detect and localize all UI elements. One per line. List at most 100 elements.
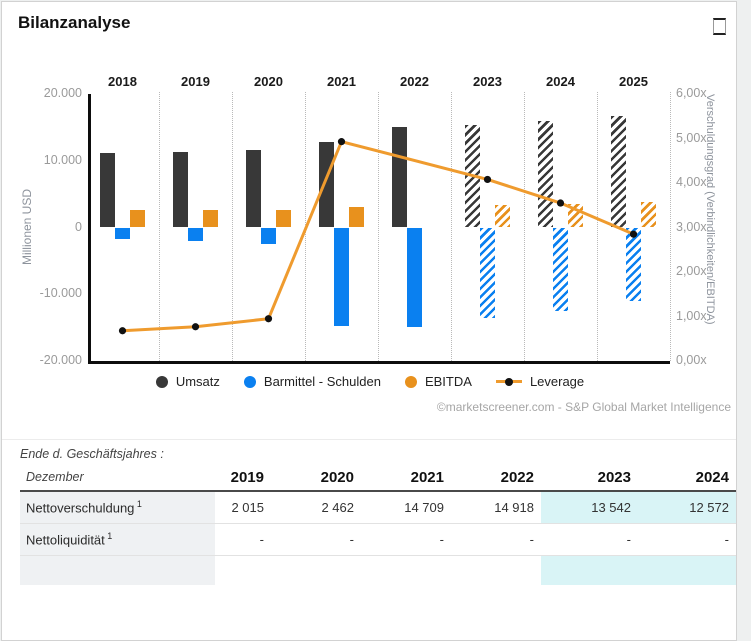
row-label-nettoliquidität: Nettoliquidität 1 [20, 523, 215, 556]
grid-line-6 [524, 92, 525, 361]
bar-ebitda-2025[interactable] [641, 202, 656, 228]
bar-barmittel-schulden-2018[interactable] [115, 227, 130, 239]
legend-item-ebitda[interactable]: EBITDA [404, 374, 472, 389]
left-axis-tick-4: -20.000 [39, 353, 82, 367]
bottom-axis-line [88, 361, 670, 364]
bar-ebitda-2020[interactable] [276, 209, 291, 228]
table-year-header-2021: 2021 [361, 464, 451, 492]
right-axis-tick-6: 0,00x [676, 353, 707, 367]
bar-ebitda-2019[interactable] [203, 209, 218, 228]
bar-barmittel-schulden-2019[interactable] [188, 227, 203, 241]
leverage-point-2024[interactable] [556, 199, 565, 207]
leverage-line-layer [118, 138, 638, 335]
table-row-nettoliquidität: Nettoliquidität 1------ [20, 523, 736, 556]
table-cell-nettoverschuldung-2022: 14 918 [451, 491, 541, 524]
balance-analysis-card: Bilanzanalyse Millionen USD Verschuldung… [1, 1, 737, 641]
balance-chart: Millionen USD Verschuldungsgrad (Verbind… [2, 2, 738, 439]
table-header-row: Dezember 2019 2020 2021 2022 2023 2024 [20, 464, 736, 492]
grid-line-1 [159, 92, 160, 361]
chart-year-label-2021: 2021 [327, 74, 356, 89]
expand-icon[interactable] [713, 18, 726, 35]
table-cell-nettoliquidität-2024: - [638, 523, 736, 556]
leverage-line [122, 139, 635, 333]
bar-barmittel-schulden-2025[interactable] [626, 227, 641, 301]
leverage-point-2019[interactable] [191, 323, 200, 331]
grid-line-2 [232, 92, 233, 361]
legend-item-leverage[interactable]: Leverage [495, 374, 585, 389]
legend-swatch-barmittel-schulden [243, 375, 256, 388]
legend-swatch-umsatz [155, 375, 168, 388]
grid-line-4 [378, 92, 379, 361]
table-cell-nettoverschuldung-2024: 12 572 [638, 491, 736, 524]
table-cell-nettoliquidität-2022: - [451, 523, 541, 556]
row-label-partial [20, 555, 215, 585]
table-cell-nettoliquidität-2019: - [215, 523, 271, 556]
table-cell-nettoverschuldung-2020: 2 462 [271, 491, 361, 524]
financials-table: Dezember 2019 2020 2021 2022 2023 2024 Nettover… [20, 464, 736, 585]
table-year-header-2023: 2023 [541, 464, 638, 492]
chart-year-label-2023: 2023 [473, 74, 502, 89]
table-year-header-2024: 2024 [638, 464, 736, 492]
table-year-header-2022: 2022 [451, 464, 541, 492]
grid-line-8 [670, 92, 671, 361]
leverage-point-2020[interactable] [264, 315, 273, 323]
bar-barmittel-schulden-2023[interactable] [480, 227, 495, 318]
table-cell-partial-2019 [215, 555, 271, 585]
fiscal-year-note: Ende d. Geschäftsjahres : [20, 447, 164, 461]
right-axis-tick-3: 3,00x [676, 219, 707, 234]
bar-umsatz-2019[interactable] [173, 151, 188, 228]
bar-ebitda-2023[interactable] [495, 205, 510, 228]
bar-ebitda-2018[interactable] [130, 210, 145, 228]
bar-barmittel-schulden-2021[interactable] [334, 227, 349, 326]
right-axis-tick-0: 6,00x [676, 86, 707, 100]
bar-umsatz-2022[interactable] [392, 127, 407, 228]
bar-umsatz-2021[interactable] [319, 142, 334, 228]
left-axis-tick-2: 0 [75, 219, 82, 234]
bar-ebitda-2021[interactable] [349, 207, 364, 228]
chart-year-label-2025: 2025 [619, 74, 648, 89]
bar-umsatz-2018[interactable] [100, 152, 115, 228]
section-divider [2, 439, 736, 440]
chart-legend: Umsatz Barmittel - Schulden EBITDA Leverage [2, 374, 738, 389]
leverage-point-2018[interactable] [118, 327, 127, 335]
right-axis-tick-1: 5,00x [676, 130, 707, 145]
leverage-point-2025[interactable] [629, 230, 638, 238]
bar-umsatz-2020[interactable] [246, 149, 261, 228]
table-row-partial [20, 555, 736, 585]
chart-year-label-2020: 2020 [254, 74, 283, 89]
table-year-header-2020: 2020 [271, 464, 361, 492]
right-axis-title: Verschuldungsgrad (Verbindlichkeiten/EBI… [704, 94, 716, 325]
footnote-marker: 1 [104, 530, 113, 541]
leverage-point-2021[interactable] [337, 138, 346, 146]
chart-year-label-2024: 2024 [546, 74, 575, 89]
legend-item-umsatz[interactable]: Umsatz [155, 374, 220, 389]
table-cell-nettoverschuldung-2019: 2 015 [215, 491, 271, 524]
bar-umsatz-2025[interactable] [611, 116, 626, 228]
table-cell-partial-2022 [451, 555, 541, 585]
chart-year-label-2019: 2019 [181, 74, 210, 89]
table-cell-nettoverschuldung-2021: 14 709 [361, 491, 451, 524]
bar-barmittel-schulden-2024[interactable] [553, 227, 568, 312]
grid-line-7 [597, 92, 598, 361]
attribution-text: ©marketscreener.com - S&P Global Market … [436, 400, 731, 414]
chart-year-label-2018: 2018 [108, 74, 137, 89]
legend-line-icon [495, 377, 522, 386]
legend-item-barmittel-schulden[interactable]: Barmittel - Schulden [243, 374, 381, 389]
table-cell-partial-2021 [361, 555, 451, 585]
bar-barmittel-schulden-2022[interactable] [407, 227, 422, 328]
table-dezember-label: Dezember [20, 464, 215, 492]
leverage-point-2023[interactable] [483, 175, 492, 184]
right-axis-tick-2: 4,00x [676, 175, 707, 189]
left-axis-tick-1: 10.000 [43, 152, 82, 167]
left-axis-tick-0: 20.000 [43, 86, 82, 100]
bar-barmittel-schulden-2020[interactable] [261, 227, 276, 244]
legend-line-dot [504, 377, 513, 386]
legend-label-barmittel-schulden: Barmittel - Schulden [263, 374, 381, 389]
table-cell-nettoliquidität-2023: - [541, 523, 638, 556]
table-cell-nettoverschuldung-2023: 13 542 [541, 491, 638, 524]
table-cell-nettoliquidität-2021: - [361, 523, 451, 556]
grid-line-5 [451, 92, 452, 361]
table-year-header-2019: 2019 [215, 464, 271, 492]
legend-label-leverage: Leverage [529, 374, 585, 389]
